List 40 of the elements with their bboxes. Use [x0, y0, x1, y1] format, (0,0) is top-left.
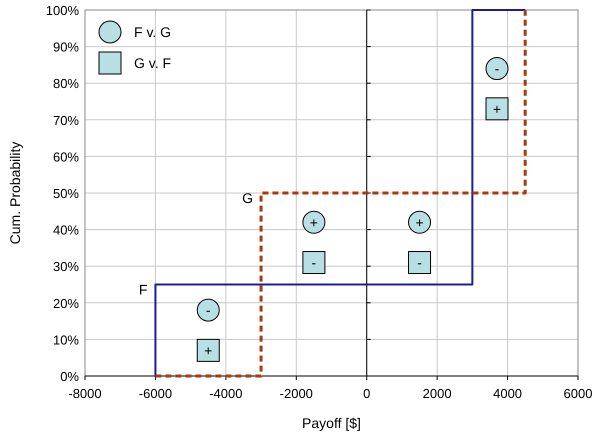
y-tick-label: 20%	[52, 296, 80, 311]
y-tick-label: 60%	[52, 149, 80, 164]
data-label: +	[415, 214, 424, 230]
x-tick-label: -2000	[280, 386, 313, 401]
point	[486, 97, 509, 120]
data-label: -	[494, 60, 500, 77]
y-tick-label: 70%	[52, 112, 80, 128]
x-tick-label: 4000	[493, 386, 522, 401]
data-label: -	[206, 302, 211, 318]
point	[486, 57, 509, 80]
point	[302, 210, 326, 234]
y-tick-label: 90%	[52, 40, 80, 55]
x-axis-title: Payoff [$]	[302, 415, 361, 431]
x-tick-label: -4000	[209, 386, 242, 401]
point	[408, 251, 432, 274]
y-axis-title: Cum. Probability	[7, 142, 23, 244]
series-label: G	[242, 190, 254, 206]
legend-label: F v. G	[134, 24, 172, 40]
x-tick-label: 6000	[564, 386, 592, 401]
data-label: +	[492, 100, 502, 117]
x-tick-label: -8000	[68, 386, 102, 401]
data-label: +	[204, 342, 212, 358]
y-tick-label: 10%	[52, 332, 80, 348]
data-label: -	[312, 254, 317, 271]
x-tick-label: -6000	[138, 386, 172, 401]
series-label: F	[138, 282, 148, 298]
point	[408, 210, 432, 234]
point	[196, 298, 220, 322]
y-tick-label: 0%	[60, 369, 80, 384]
y-tick-label: 30%	[52, 259, 80, 274]
y-tick-label: 40%	[52, 222, 80, 238]
point	[302, 251, 326, 274]
data-label: +	[310, 214, 318, 230]
x-tick-label: 0	[363, 386, 370, 401]
y-tick-label: 100%	[46, 3, 80, 18]
y-tick-label: 80%	[52, 76, 80, 92]
data-label: -	[417, 254, 422, 271]
y-tick-label: 50%	[52, 186, 80, 201]
legend-label: G v. F	[134, 55, 172, 71]
x-tick-label: 2000	[422, 386, 452, 401]
